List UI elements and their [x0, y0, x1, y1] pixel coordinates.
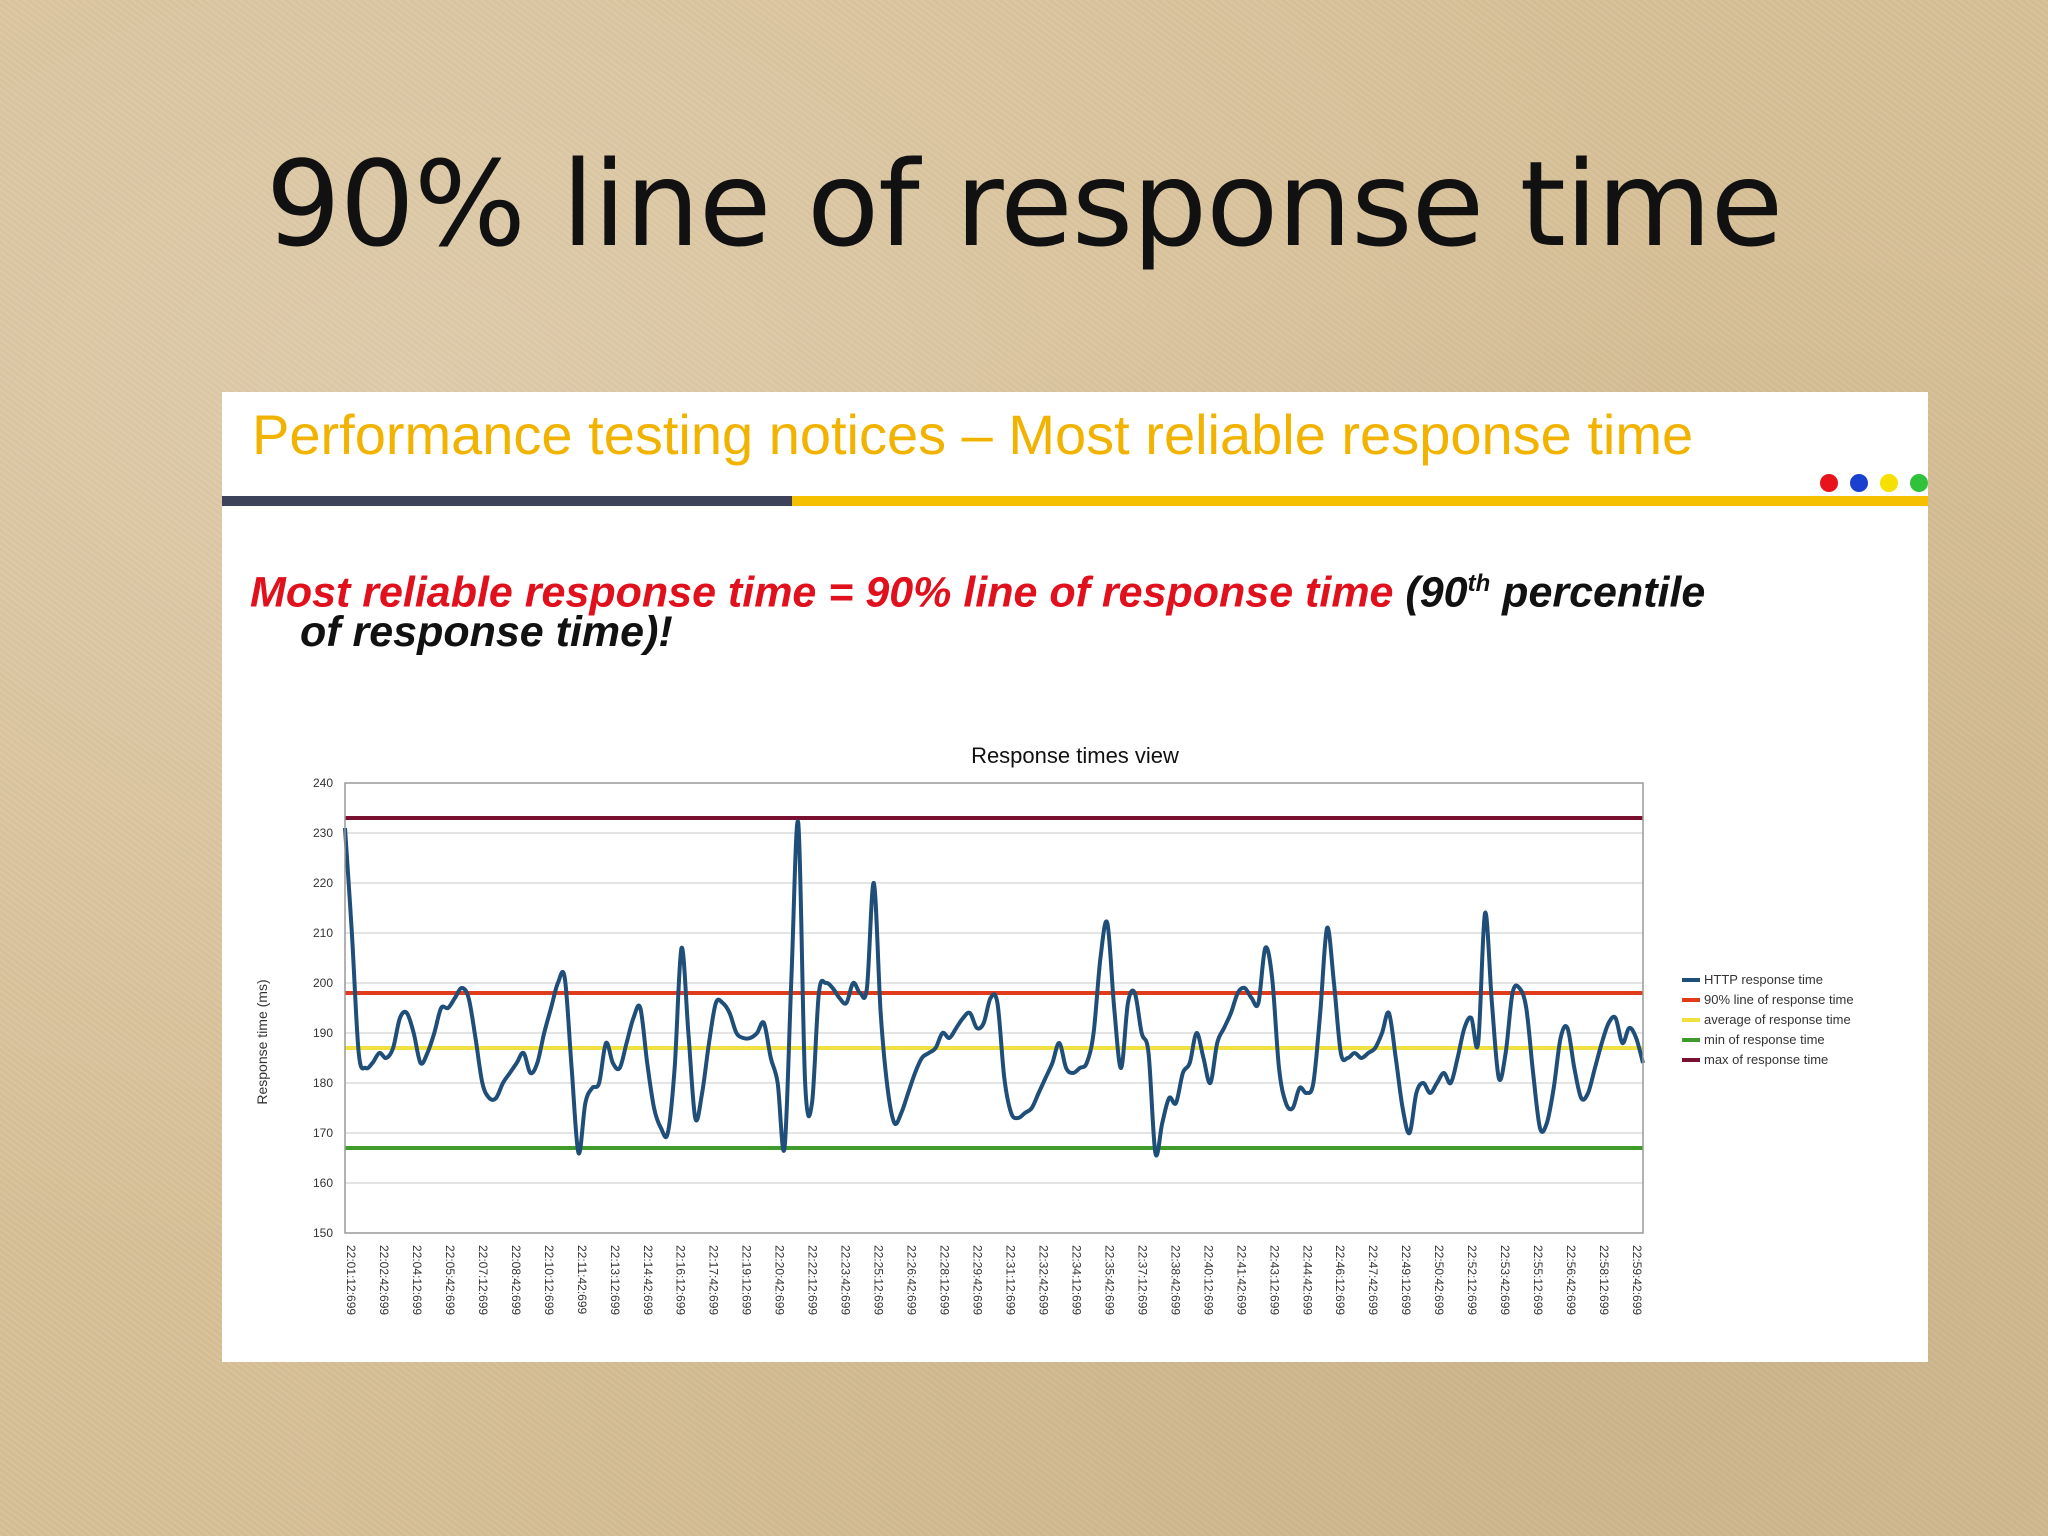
x-tick-label: 22:52:12:699: [1465, 1245, 1479, 1315]
colored-dots: [1820, 474, 1928, 492]
x-tick-label: 22:17:42:699: [707, 1245, 721, 1315]
x-tick-label: 22:38:42:699: [1168, 1245, 1182, 1315]
x-tick-label: 22:28:12:699: [938, 1245, 952, 1315]
slide-title: 90% line of response time: [265, 135, 1784, 273]
chart-title: Response times view: [971, 743, 1179, 768]
x-tick-label: 22:47:42:699: [1366, 1245, 1380, 1315]
y-tick-label: 230: [313, 826, 333, 840]
blue-dot-icon: [1850, 474, 1868, 492]
x-tick-label: 22:19:12:699: [740, 1245, 754, 1315]
x-tick-label: 22:11:42:699: [575, 1245, 589, 1315]
x-tick-label: 22:29:42:699: [971, 1245, 985, 1315]
legend-label: HTTP response time: [1704, 972, 1823, 987]
x-tick-label: 22:02:42:699: [377, 1245, 391, 1315]
y-tick-label: 170: [313, 1126, 333, 1140]
x-tick-label: 22:55:12:699: [1531, 1245, 1545, 1315]
y-tick-label: 200: [313, 976, 333, 990]
x-tick-label: 22:58:12:699: [1597, 1245, 1611, 1315]
x-tick-label: 22:10:12:699: [542, 1245, 556, 1315]
red-dot-icon: [1820, 474, 1838, 492]
x-tick-label: 22:04:12:699: [410, 1245, 424, 1315]
x-tick-label: 22:07:12:699: [476, 1245, 490, 1315]
x-tick-label: 22:01:12:699: [344, 1245, 358, 1315]
x-tick-label: 22:14:42:699: [641, 1245, 655, 1315]
x-tick-label: 22:40:12:699: [1201, 1245, 1215, 1315]
y-tick-label: 160: [313, 1176, 333, 1190]
x-tick-label: 22:26:42:699: [905, 1245, 919, 1315]
legend-label: min of response time: [1704, 1032, 1825, 1047]
x-tick-labels: 22:01:12:699 22:02:42:699 22:04:12:699 22:0…: [344, 1245, 1644, 1315]
x-tick-label: 22:16:12:699: [674, 1245, 688, 1315]
response-times-chart: Response times view Response time (ms) 1…: [254, 743, 1854, 1315]
x-tick-label: 22:59:42:699: [1630, 1245, 1644, 1315]
x-tick-label: 22:08:42:699: [509, 1245, 523, 1315]
y-tick-label: 180: [313, 1076, 333, 1090]
x-tick-label: 22:25:12:699: [872, 1245, 886, 1315]
x-tick-label: 22:22:12:699: [806, 1245, 820, 1315]
y-tick-label: 220: [313, 876, 333, 890]
x-tick-label: 22:43:12:699: [1267, 1245, 1281, 1315]
green-dot-icon: [1910, 474, 1928, 492]
y-axis-label: Response time (ms): [254, 979, 270, 1104]
x-tick-label: 22:46:12:699: [1333, 1245, 1347, 1315]
panel-header: Performance testing notices – Most relia…: [252, 403, 1694, 466]
y-tick-labels: 150 160 170 180 190 200 210 220 230 240: [313, 776, 333, 1240]
x-tick-label: 22:56:42:699: [1564, 1245, 1578, 1315]
x-tick-label: 22:41:42:699: [1234, 1245, 1248, 1315]
statement-black-pre: (90: [1405, 568, 1468, 617]
legend: HTTP response time 90% line of response t…: [1682, 972, 1854, 1067]
x-tick-label: 22:34:12:699: [1069, 1245, 1083, 1315]
x-tick-label: 22:37:12:699: [1135, 1245, 1149, 1315]
grid-lines: [345, 782, 1643, 1234]
statement-superscript: th: [1467, 570, 1491, 597]
x-tick-label: 22:50:42:699: [1432, 1245, 1446, 1315]
reliability-statement: Most reliable response time = 90% line o…: [250, 564, 1910, 657]
http-response-line: [343, 819, 1645, 1158]
x-tick-label: 22:13:12:699: [608, 1245, 622, 1315]
plot-frame: [344, 782, 1644, 1234]
y-tick-label: 190: [313, 1026, 333, 1040]
x-tick-label: 22:53:42:699: [1498, 1245, 1512, 1315]
legend-label: max of response time: [1704, 1052, 1828, 1067]
x-tick-label: 22:32:42:699: [1036, 1245, 1050, 1315]
x-tick-label: 22:20:42:699: [773, 1245, 787, 1315]
x-tick-label: 22:23:42:699: [839, 1245, 853, 1315]
series-lines: [343, 819, 1645, 1158]
x-tick-label: 22:44:42:699: [1300, 1245, 1314, 1315]
statement-line2: of response time)!: [300, 608, 673, 657]
header-bar-dark: [222, 496, 792, 506]
header-bar-yellow: [792, 496, 1928, 506]
x-tick-label: 22:31:12:699: [1003, 1245, 1017, 1315]
statement-red-part: Most reliable response time = 90% line o…: [250, 568, 1394, 617]
x-tick-label: 22:49:12:699: [1399, 1245, 1413, 1315]
y-tick-label: 210: [313, 926, 333, 940]
yellow-dot-icon: [1880, 474, 1898, 492]
legend-label: average of response time: [1704, 1012, 1851, 1027]
content-panel: Performance testing notices – Most relia…: [222, 392, 1928, 1362]
statement-black-post: percentile: [1490, 568, 1706, 617]
x-tick-label: 22:05:42:699: [443, 1245, 457, 1315]
y-tick-label: 150: [313, 1226, 333, 1240]
legend-label: 90% line of response time: [1704, 992, 1854, 1007]
y-tick-label: 240: [313, 776, 333, 790]
x-tick-label: 22:35:42:699: [1102, 1245, 1116, 1315]
